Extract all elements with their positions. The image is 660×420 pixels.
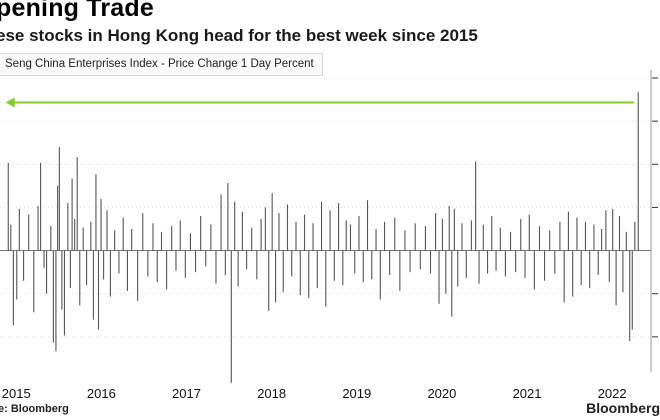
x-tick-label: 2015 <box>2 386 31 401</box>
x-tick-label: 2021 <box>513 386 542 401</box>
x-tick-label: 2019 <box>342 386 371 401</box>
bloomberg-logo: Bloomberg <box>586 400 660 416</box>
arrow-head <box>5 97 15 108</box>
x-tick-label: 2020 <box>427 386 456 401</box>
grid-lines <box>0 77 650 338</box>
bar-series <box>7 92 639 383</box>
x-tick-label: 2022 <box>598 386 627 401</box>
source-note: e: Bloomberg <box>0 403 69 415</box>
x-tick-label: 2016 <box>87 386 116 401</box>
x-tick-label: 2018 <box>257 386 286 401</box>
chart-subtitle: ese stocks in Hong Kong head for the bes… <box>0 26 478 45</box>
chart-title: pening Trade <box>0 0 154 22</box>
x-axis-labels: 2015 2016 2017 2018 2019 2020 2021 2022 <box>2 386 627 401</box>
legend-label: Seng China Enterprises Index - Price Cha… <box>5 58 314 70</box>
legend: Seng China Enterprises Index - Price Cha… <box>0 53 323 76</box>
y-axis-ticks <box>652 77 658 338</box>
arrow-annotation <box>5 97 634 108</box>
x-tick-label: 2017 <box>172 386 201 401</box>
